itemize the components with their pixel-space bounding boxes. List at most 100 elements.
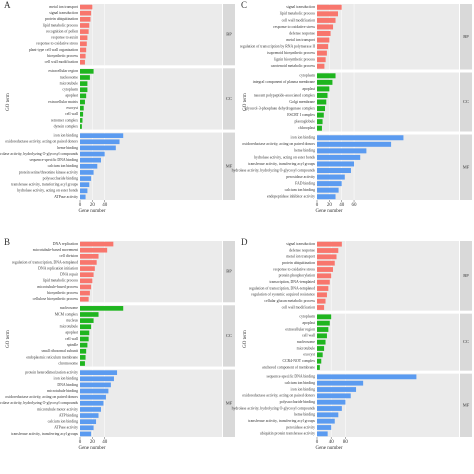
bar xyxy=(80,400,104,406)
bar xyxy=(80,194,86,200)
x-tick-label: 20 xyxy=(90,440,96,445)
category-label: sequence-specific DNA binding xyxy=(29,158,78,162)
category-label: anchored component of membrane xyxy=(262,365,315,369)
category-label: ATPase activity xyxy=(54,195,78,199)
facet-strip xyxy=(223,369,235,437)
bar xyxy=(317,112,324,118)
bar xyxy=(80,407,101,412)
category-label: lipid metabolic process xyxy=(43,279,79,283)
category-label: microtubule motor activity xyxy=(37,407,78,411)
facet-label: CC xyxy=(226,96,232,101)
x-tick-label: 40 xyxy=(102,440,108,445)
bar xyxy=(80,284,92,290)
facet-strip xyxy=(460,373,472,437)
bar xyxy=(317,17,336,23)
bar xyxy=(317,406,342,411)
category-label: peroxidase activity xyxy=(286,425,315,429)
bar xyxy=(317,339,326,345)
bar xyxy=(317,4,342,10)
category-label: cell wall xyxy=(302,334,315,338)
bar xyxy=(317,346,325,351)
category-label: endopeptidase inhibitor activity xyxy=(267,195,315,199)
bar xyxy=(317,99,327,105)
bar xyxy=(80,290,90,296)
x-tick-label: 40 xyxy=(339,203,345,208)
facet-label: MF xyxy=(463,164,470,169)
category-label: metal ion transport xyxy=(286,38,316,42)
category-label: ATP binding xyxy=(59,413,78,417)
category-label: nascent polypeptide-associated complex xyxy=(254,93,315,97)
facet-label: BP xyxy=(226,32,232,37)
bar xyxy=(80,163,98,169)
bar xyxy=(317,393,351,399)
bar xyxy=(80,361,85,366)
bar xyxy=(317,387,357,392)
x-axis-title: Gene number xyxy=(78,209,105,214)
facet-background xyxy=(317,72,459,132)
bar xyxy=(80,59,85,65)
bar xyxy=(317,119,323,125)
category-label: lipid metabolic process xyxy=(43,23,79,27)
bar xyxy=(80,382,111,388)
bar xyxy=(80,118,83,123)
bar xyxy=(80,133,124,138)
bar xyxy=(80,278,93,284)
facet-strip xyxy=(460,241,472,311)
category-label: polysaccharide binding xyxy=(43,176,78,180)
bar xyxy=(317,30,331,36)
category-label: response to oxidative stress xyxy=(36,42,78,46)
category-label: chloroplast xyxy=(298,126,316,130)
bar xyxy=(317,73,336,79)
bar xyxy=(80,330,90,336)
bar xyxy=(317,352,323,358)
bar xyxy=(317,248,339,253)
category-label: ubiquitin protein transferase activity xyxy=(260,432,315,436)
bar xyxy=(80,29,89,34)
category-label: plant-type cell wall organization xyxy=(29,48,78,52)
facet-background xyxy=(317,4,459,70)
category-label: metal ion transport xyxy=(49,5,79,9)
facet-background xyxy=(80,68,222,130)
bar xyxy=(80,16,91,22)
bar xyxy=(317,412,339,418)
category-label: cytoplasm xyxy=(299,315,315,319)
bar xyxy=(317,194,336,200)
y-axis-title: GO term xyxy=(6,330,11,348)
bar xyxy=(317,168,351,174)
bar xyxy=(80,388,109,394)
bar xyxy=(317,418,335,424)
category-label: DNA replication xyxy=(53,242,78,246)
category-label: retromer complex xyxy=(51,118,78,122)
bar xyxy=(317,241,342,247)
category-label: protein ubiquitination xyxy=(282,261,315,265)
bar xyxy=(317,125,322,131)
bar xyxy=(80,157,101,163)
category-label: exocyst xyxy=(303,353,316,357)
category-label: extracellular region xyxy=(48,69,78,73)
bar xyxy=(80,266,95,271)
bar xyxy=(80,81,88,86)
bar xyxy=(317,365,320,370)
bar xyxy=(317,50,327,56)
category-label: microtubule-based movement xyxy=(33,248,79,252)
category-label: sequence-specific DNA binding xyxy=(266,375,315,379)
bar xyxy=(80,312,99,317)
bar xyxy=(317,57,326,63)
category-label: protein phosphorylation xyxy=(279,274,315,278)
bar xyxy=(317,327,329,332)
category-label: iron ion binding xyxy=(291,136,316,140)
category-label: regulation of transcription, DNA-templat… xyxy=(249,286,315,291)
x-tick-label: 0 xyxy=(79,203,82,208)
category-label: microtubule xyxy=(60,81,79,85)
bar xyxy=(80,342,88,348)
category-label: nucleosome xyxy=(60,306,78,310)
bar xyxy=(80,105,84,111)
panel-label: A xyxy=(4,0,11,10)
category-label: defense response xyxy=(289,31,315,35)
bar xyxy=(317,161,355,167)
bar xyxy=(80,260,97,265)
category-label: cell wall modification xyxy=(45,60,78,64)
bar xyxy=(80,41,87,47)
category-label: MCM complex xyxy=(55,312,78,316)
